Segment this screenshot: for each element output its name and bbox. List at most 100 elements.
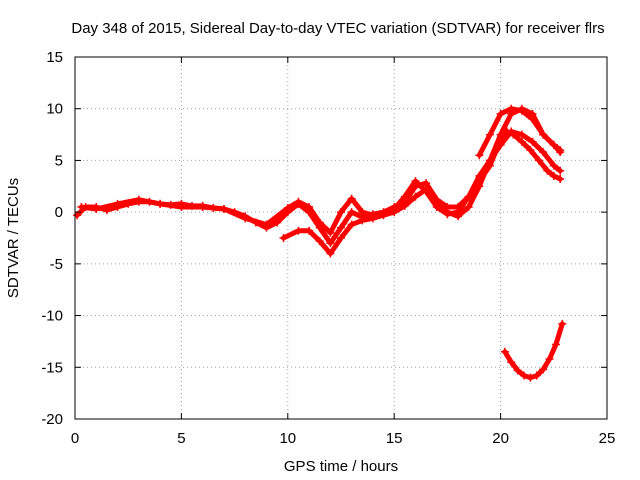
data-point — [92, 205, 101, 214]
data-point — [358, 216, 367, 225]
data-point — [454, 212, 463, 221]
data-point — [347, 220, 356, 229]
data-point — [526, 373, 535, 382]
data-point — [507, 104, 516, 113]
x-tick-label: 5 — [177, 430, 185, 447]
data-point — [549, 161, 558, 170]
data-point — [177, 202, 186, 211]
data-point — [315, 218, 324, 227]
data-point — [294, 226, 303, 235]
axis-ticks — [74, 56, 608, 420]
y-tick-label: -20 — [41, 411, 63, 428]
data-point — [528, 137, 537, 146]
x-tick-label: 25 — [599, 430, 616, 447]
series-track-4 — [475, 104, 565, 160]
x-tick-label: 0 — [71, 430, 79, 447]
data-point — [347, 208, 356, 217]
data-point — [517, 130, 526, 139]
data-point — [368, 214, 377, 223]
plot-frame — [74, 56, 608, 420]
data-point — [400, 192, 409, 201]
series-line — [78, 129, 563, 236]
data-point — [558, 319, 567, 328]
data-point — [379, 211, 388, 220]
data-point — [517, 137, 526, 146]
data-point — [347, 194, 356, 203]
data-point — [326, 228, 335, 237]
data-point — [198, 202, 207, 211]
data-point — [496, 109, 505, 118]
data-point — [556, 146, 565, 155]
x-tick-label: 20 — [492, 430, 509, 447]
data-point — [273, 218, 282, 227]
data-point — [475, 151, 484, 160]
data-point — [500, 347, 509, 356]
data-point — [543, 166, 552, 175]
data-point — [556, 175, 565, 184]
series-track-2 — [77, 127, 565, 237]
data-point — [485, 130, 494, 139]
data-point — [551, 340, 560, 349]
data-point — [305, 202, 314, 211]
series-track-1 — [73, 127, 565, 248]
data-point — [156, 199, 165, 208]
series-line — [74, 129, 563, 246]
x-tick-label: 10 — [279, 430, 296, 447]
data-series — [73, 104, 567, 382]
data-point — [134, 195, 143, 204]
data-point — [532, 371, 541, 380]
x-axis-label: GPS time / hours — [284, 458, 398, 475]
data-point — [513, 366, 522, 375]
data-point — [337, 234, 345, 242]
y-axis-label: SDTVAR / TECUs — [5, 178, 22, 298]
y-tick-label: 10 — [46, 101, 63, 118]
data-point — [528, 115, 537, 124]
data-point — [411, 192, 420, 201]
data-point — [326, 249, 335, 258]
data-point — [305, 226, 314, 235]
data-point — [241, 214, 250, 223]
data-point — [326, 239, 335, 248]
data-point — [539, 365, 548, 374]
data-point — [400, 201, 409, 210]
chart-title: Day 348 of 2015, Sidereal Day-to-day VTE… — [71, 20, 604, 37]
y-tick-label: -5 — [50, 256, 63, 273]
data-point — [545, 355, 554, 364]
data-point — [464, 202, 473, 211]
data-point — [526, 146, 535, 155]
data-point — [315, 237, 324, 246]
data-point — [507, 358, 516, 367]
data-point — [534, 156, 543, 165]
y-tick-label: -15 — [41, 359, 63, 376]
data-point — [411, 177, 420, 186]
data-point — [422, 185, 431, 194]
series-line — [502, 321, 565, 381]
y-tick-label: 5 — [55, 152, 63, 169]
data-point — [279, 234, 288, 242]
data-point — [443, 208, 452, 217]
data-point — [390, 208, 399, 217]
data-point — [77, 202, 86, 211]
data-point — [113, 199, 122, 208]
data-point — [358, 208, 367, 217]
data-point — [496, 130, 505, 139]
data-point — [283, 204, 292, 213]
data-point — [539, 148, 548, 157]
data-point — [539, 130, 548, 139]
y-tick-label: 0 — [55, 204, 63, 221]
data-point — [432, 197, 441, 206]
data-point — [262, 220, 271, 229]
data-point — [337, 223, 345, 232]
data-point — [517, 106, 526, 115]
data-point — [556, 166, 565, 175]
data-point — [294, 197, 303, 206]
x-tick-label: 15 — [386, 430, 403, 447]
axis-tick-labels: 0 5 10 15 20 25 -20 -15 -10 -5 0 5 10 15 — [41, 49, 615, 447]
data-point — [520, 371, 529, 380]
data-point — [507, 127, 516, 136]
y-tick-label: 15 — [46, 49, 63, 66]
data-point — [485, 156, 494, 165]
data-point — [219, 205, 228, 214]
data-point — [475, 182, 484, 191]
